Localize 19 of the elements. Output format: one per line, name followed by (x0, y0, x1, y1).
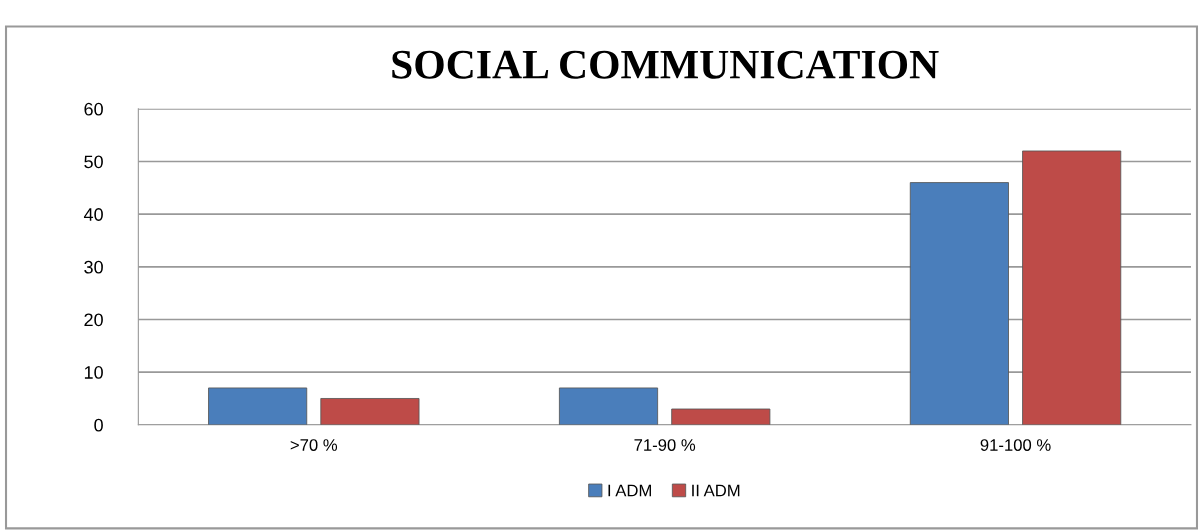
y-tick-label: 10 (84, 366, 103, 379)
chart-title: SOCIAL COMMUNICATION (392, 50, 939, 79)
x-tick-label: 91-100 % (980, 439, 1051, 451)
x-tick-label: >70 % (290, 439, 338, 451)
y-tick-label: 60 (84, 102, 103, 116)
y-tick-label: 0 (94, 418, 103, 432)
legend-label: I ADM (608, 484, 651, 497)
y-tick-label: 40 (83, 208, 103, 221)
bar (320, 398, 420, 425)
bar (558, 387, 659, 425)
x-tick-label: 71-90 % (634, 439, 696, 451)
bar (208, 387, 308, 425)
bar (671, 408, 771, 425)
legend-label: II ADM (692, 484, 740, 497)
y-tick-label: 50 (84, 155, 103, 169)
bar (909, 182, 1009, 425)
bar (1022, 150, 1122, 425)
y-tick-label: 30 (84, 260, 103, 274)
y-tick-label: 20 (84, 313, 103, 327)
